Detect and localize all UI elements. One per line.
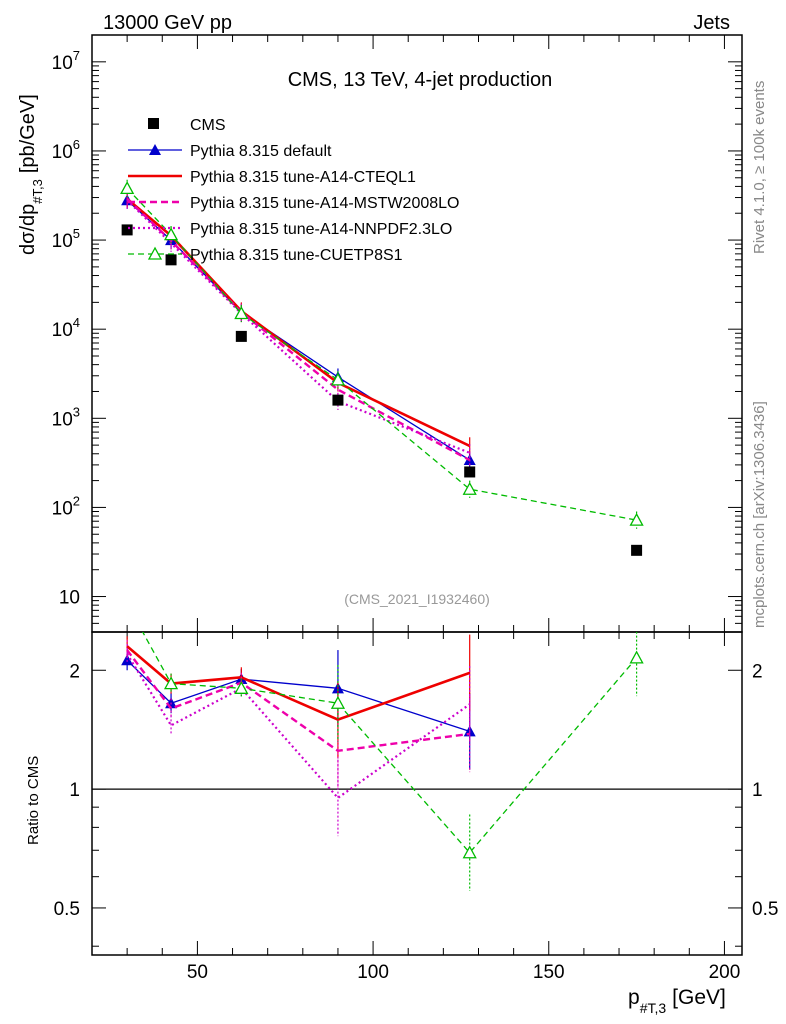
y-tick-label-base: 10 [52, 53, 73, 74]
cms-data-points [121, 224, 643, 556]
x-tick-label: 100 [357, 962, 389, 983]
y-tick-label-base: 10 [59, 588, 80, 609]
y-tick-label-exponent: 4 [73, 315, 80, 330]
ratio-axis-ticks [92, 632, 742, 955]
y-tick-label: 103 [52, 404, 80, 430]
ratio-series-4 [121, 598, 644, 891]
legend-label: Pythia 8.315 tune-A14-MSTW2008LO [190, 195, 459, 212]
ratio-y-tick-label-right: 1 [752, 780, 763, 801]
cms-data-point [464, 466, 476, 478]
y-tick-label-exponent: 6 [73, 137, 80, 152]
y-tick-label-exponent: 7 [73, 48, 80, 63]
ratio-line [126, 645, 471, 721]
analysis-tag: (CMS_2021_I1932460) [344, 591, 490, 607]
series-marker [120, 181, 135, 195]
y-tick-label-exponent: 2 [73, 493, 80, 508]
y-tick-label-base: 10 [52, 231, 73, 252]
y-tick-label-exponent: 5 [73, 226, 80, 241]
cms-data-point [165, 254, 177, 266]
series-marker [629, 512, 644, 526]
x-axis-label: p#T,3 [GeV] [628, 986, 726, 1016]
header-energy-label: 13000 GeV pp [103, 12, 232, 34]
ratio-y-tick-label-right: 2 [752, 661, 763, 682]
ratio-y-tick-label: 1 [69, 780, 80, 801]
ratio-y-tick-label: 0.5 [54, 899, 80, 920]
main-y-label-unit: [pb/GeV] [17, 94, 39, 173]
ratio-y-tick-label: 2 [69, 661, 80, 682]
series-marker [121, 654, 134, 666]
ratio-series-0 [121, 650, 476, 770]
legend-label: Pythia 8.315 tune-A14-CTEQL1 [190, 169, 416, 186]
x-tick-label: 150 [533, 962, 565, 983]
cms-data-point [121, 224, 133, 236]
ratio-line [141, 632, 638, 854]
x-tick-label: 50 [187, 962, 208, 983]
x-label-main: p [628, 986, 640, 1009]
ratio-line [126, 659, 470, 733]
ratio-series-group [121, 598, 644, 891]
mcplots-label: mcplots.cern.ch [arXiv:1306.3436] [751, 401, 768, 628]
chart-title: CMS, 13 TeV, 4-jet production [288, 69, 553, 91]
y-tick-label: 102 [52, 493, 80, 519]
y-tick-label-base: 10 [52, 409, 73, 430]
legend-label: Pythia 8.315 tune-A14-NNPDF2.3LO [190, 221, 452, 238]
rivet-version-label: Rivet 4.1.0, ≥ 100k events [751, 81, 768, 254]
ratio-y-tick-labels: 0.5 0.5 1 1 2 2 [54, 661, 779, 920]
legend-marker-cms [148, 118, 159, 129]
main-y-axis-label: dσ/dp#T,3 [pb/GeV] [17, 94, 45, 255]
x-label-unit: [GeV] [672, 986, 726, 1009]
legend: CMS Pythia 8.315 default Pythia 8.315 tune… [128, 117, 459, 264]
series-marker [629, 650, 644, 664]
y-tick-label-base: 10 [52, 142, 73, 163]
legend-label: Pythia 8.315 default [190, 143, 332, 160]
x-tick-label: 200 [709, 962, 741, 983]
x-label-sub: #T,3 [640, 1000, 667, 1016]
y-tick-label: 104 [52, 315, 80, 341]
y-tick-label-base: 10 [52, 320, 73, 341]
series-marker [330, 695, 346, 709]
ratio-y-axis-label: Ratio to CMS [25, 756, 42, 845]
x-tick-labels: 50 100 150 200 [187, 962, 740, 983]
series-marker [234, 680, 249, 694]
legend-label: Pythia 8.315 tune-CUETP8S1 [190, 247, 403, 264]
series-marker [234, 306, 249, 320]
y-tick-label: 105 [52, 226, 80, 252]
series-marker [163, 227, 179, 241]
y-tick-label-exponent: 3 [73, 404, 80, 419]
legend-label: CMS [190, 117, 226, 134]
series-line [126, 199, 471, 454]
y-tick-label: 107 [52, 48, 80, 74]
cms-data-point [631, 544, 643, 556]
main-y-label-main: dσ/dp [17, 204, 39, 255]
series-marker [330, 372, 346, 386]
cms-data-point [235, 330, 247, 342]
main-y-label-sub: #T,3 [30, 179, 45, 204]
y-tick-label-base: 10 [52, 498, 73, 519]
main-axis-ticks [92, 34, 742, 633]
series-line [126, 187, 637, 521]
y-tick-label: 106 [52, 137, 80, 163]
y-tick-label: 10 [59, 588, 80, 609]
series-marker [149, 144, 161, 155]
ratio-plot-frame [91, 631, 743, 956]
header-jets-label: Jets [693, 12, 730, 34]
series-marker [147, 246, 163, 260]
series-marker [462, 481, 477, 495]
ratio-line [126, 653, 471, 800]
ratio-y-tick-label-right: 0.5 [752, 899, 778, 920]
series-marker [121, 598, 133, 609]
series-marker [462, 845, 477, 859]
series-marker [163, 676, 179, 690]
cms-data-point [332, 394, 344, 406]
